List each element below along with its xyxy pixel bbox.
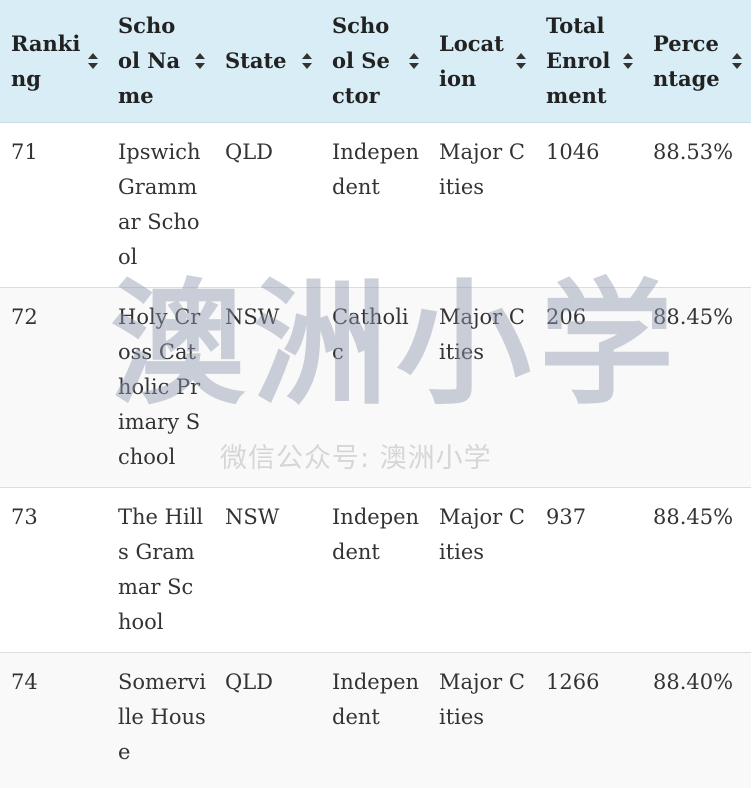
cell-location: Major Cities bbox=[428, 121, 535, 287]
column-header-location[interactable]: Location bbox=[428, 0, 535, 122]
column-header-label: Location bbox=[439, 30, 504, 91]
column-header-label: State bbox=[225, 48, 287, 74]
sort-icon[interactable] bbox=[731, 52, 743, 70]
cell-total-enrolment: 206 bbox=[535, 286, 642, 487]
column-header-label: Total Enrolment bbox=[546, 13, 611, 109]
cell-state: QLD bbox=[214, 121, 321, 287]
cell-school-sector: Independent bbox=[321, 486, 428, 652]
sort-icon[interactable] bbox=[622, 52, 634, 70]
column-header-label: School Name bbox=[118, 13, 181, 109]
column-header-label: Ranking bbox=[11, 30, 81, 91]
cell-total-enrolment: 1266 bbox=[535, 651, 642, 788]
sort-icon[interactable] bbox=[408, 52, 420, 70]
column-header-ranking[interactable]: Ranking bbox=[0, 0, 107, 122]
table-row: 73 The Hills Grammar School NSW Independ… bbox=[0, 486, 751, 652]
table-body: 71 Ipswich Grammar School QLD Independen… bbox=[0, 121, 751, 788]
cell-total-enrolment: 1046 bbox=[535, 121, 642, 287]
sort-icon[interactable] bbox=[515, 52, 527, 70]
cell-percentage: 88.45% bbox=[642, 286, 751, 487]
table-row: 72 Holy Cross Catholic Primary School NS… bbox=[0, 286, 751, 487]
sort-icon[interactable] bbox=[87, 52, 99, 70]
table-header: Ranking School Name State School Sector … bbox=[0, 0, 751, 122]
column-header-total-enrolment[interactable]: Total Enrolment bbox=[535, 0, 642, 122]
cell-location: Major Cities bbox=[428, 486, 535, 652]
cell-school-sector: Independent bbox=[321, 121, 428, 287]
cell-ranking: 71 bbox=[0, 121, 107, 287]
cell-school-sector: Catholic bbox=[321, 286, 428, 487]
cell-ranking: 74 bbox=[0, 651, 107, 788]
cell-school-name: The Hills Grammar School bbox=[107, 486, 214, 652]
table-row: 71 Ipswich Grammar School QLD Independen… bbox=[0, 121, 751, 287]
cell-state: NSW bbox=[214, 286, 321, 487]
cell-state: NSW bbox=[214, 486, 321, 652]
cell-school-name: Ipswich Grammar School bbox=[107, 121, 214, 287]
table-row: 74 Somerville House QLD Independent Majo… bbox=[0, 651, 751, 788]
cell-percentage: 88.45% bbox=[642, 486, 751, 652]
cell-school-name: Holy Cross Catholic Primary School bbox=[107, 286, 214, 487]
cell-percentage: 88.53% bbox=[642, 121, 751, 287]
cell-school-sector: Independent bbox=[321, 651, 428, 788]
column-header-state[interactable]: State bbox=[214, 0, 321, 122]
header-row: Ranking School Name State School Sector … bbox=[0, 0, 751, 122]
column-header-percentage[interactable]: Percentage bbox=[642, 0, 751, 122]
cell-ranking: 72 bbox=[0, 286, 107, 487]
column-header-label: School Sector bbox=[332, 13, 390, 109]
cell-location: Major Cities bbox=[428, 286, 535, 487]
cell-state: QLD bbox=[214, 651, 321, 788]
column-header-school-sector[interactable]: School Sector bbox=[321, 0, 428, 122]
cell-school-name: Somerville House bbox=[107, 651, 214, 788]
cell-ranking: 73 bbox=[0, 486, 107, 652]
cell-total-enrolment: 937 bbox=[535, 486, 642, 652]
sort-icon[interactable] bbox=[301, 52, 313, 70]
column-header-school-name[interactable]: School Name bbox=[107, 0, 214, 122]
cell-percentage: 88.40% bbox=[642, 651, 751, 788]
cell-location: Major Cities bbox=[428, 651, 535, 788]
sort-icon[interactable] bbox=[194, 52, 206, 70]
column-header-label: Percentage bbox=[653, 30, 720, 91]
